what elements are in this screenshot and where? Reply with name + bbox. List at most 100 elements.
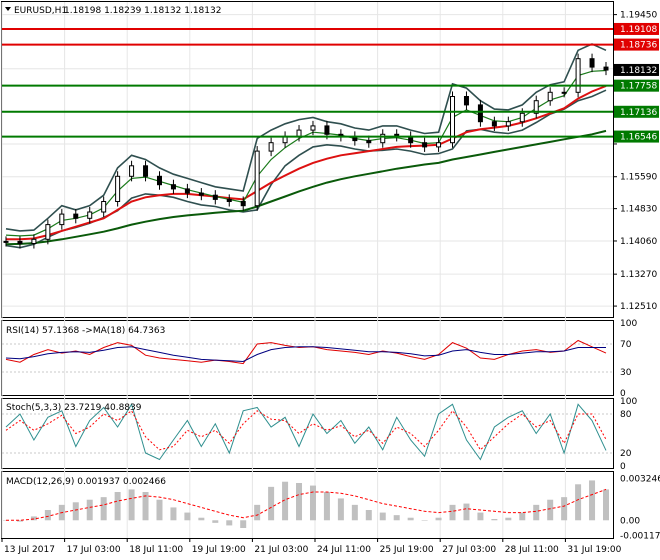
time-tick-label: 24 Jul 11:00	[317, 545, 371, 555]
level-tag	[614, 130, 659, 143]
macd-histogram-bar	[379, 512, 386, 521]
stoch-panel-frame[interactable]	[1, 398, 614, 469]
time-tick-label: 28 Jul 11:00	[505, 545, 559, 555]
level-tag	[614, 22, 659, 35]
candle-body	[3, 240, 9, 243]
macd-histogram-bar	[435, 517, 442, 521]
macd-histogram-bar	[421, 520, 428, 521]
rsi-tick-label: 70	[620, 340, 632, 350]
candle-body	[268, 142, 274, 152]
stoch-signal-line	[5, 409, 607, 451]
candle-body	[296, 129, 302, 137]
symbol-label: EURUSD,H1	[14, 6, 67, 16]
macd-histogram-bar	[44, 510, 51, 521]
macd-histogram-bar	[393, 515, 400, 521]
candle-body	[59, 213, 65, 226]
grid-lines	[1, 2, 613, 538]
candle-body	[519, 112, 525, 123]
macd-histogram-bar	[212, 520, 219, 523]
macd-histogram-bar	[240, 520, 247, 528]
time-tick-label: 21 Jul 03:00	[254, 545, 308, 555]
candle-body	[226, 198, 232, 202]
candle-body	[17, 240, 23, 244]
macd-indicator: 0.003246 0.00 -0.001174	[3, 475, 660, 541]
level-price-label: 1.19108	[620, 25, 657, 35]
macd-histogram-bar	[533, 504, 540, 521]
main-panel-frame[interactable]	[1, 1, 614, 318]
candle-body	[589, 58, 595, 68]
rsi-indicator: 100 70 30 0	[2, 319, 637, 399]
candle-body	[491, 121, 497, 127]
candle-body	[170, 184, 176, 190]
stochastic-indicator: 100 80 20 0	[2, 397, 637, 472]
price-tick-label: 1.19450	[620, 11, 657, 21]
rsi-tick-label: 100	[620, 319, 637, 329]
rsi-header: RSI(14) 57.1368 ->MA(18) 64.7363	[6, 326, 165, 336]
candle-body	[31, 238, 37, 245]
candle-body	[561, 91, 567, 94]
candle-body	[115, 175, 121, 203]
time-tick-label: 13 Jul 2017	[4, 545, 55, 555]
price-tick-label: 1.12510	[620, 302, 657, 312]
candle-body	[477, 104, 483, 123]
candle-body	[87, 211, 93, 219]
macd-histogram-bar	[575, 484, 582, 521]
macd-histogram-bar	[16, 520, 23, 522]
stoch-tick-label: 0	[620, 462, 626, 472]
stoch-header: Stoch(5,3,3) 23.7219 40.8839	[6, 403, 142, 413]
macd-histogram-bar	[547, 499, 554, 521]
stoch-main-line	[5, 403, 607, 461]
macd-histogram-bar	[268, 486, 275, 521]
time-tick-label: 31 Jul 19:00	[567, 545, 621, 555]
macd-tick-label: 0.00	[620, 516, 640, 526]
time-axis: 13 Jul 2017 17 Jul 03:00 18 Jul 11:00 19 Ju…	[1, 538, 622, 555]
macd-histogram-bar	[170, 507, 177, 521]
candle-body	[422, 142, 428, 148]
macd-histogram-bar	[282, 481, 289, 521]
candle-body	[310, 125, 316, 131]
macd-histogram-bar	[519, 512, 526, 521]
candle-body	[184, 188, 190, 194]
macd-histogram-bar	[184, 512, 191, 521]
macd-histogram-bar	[142, 492, 149, 521]
bollinger-upper-line	[5, 43, 607, 232]
stoch-tick-label: 80	[620, 410, 632, 420]
candle-body	[380, 133, 386, 144]
level-tag	[614, 38, 659, 51]
candle-body	[73, 213, 79, 219]
ohlc-values: 1.18198 1.18239 1.18132 1.18132	[64, 6, 221, 16]
candle-body	[547, 91, 553, 102]
price-levels: 1.19108 1.18736 1.17758 1.17136 1.16546 1.181…	[2, 22, 659, 143]
rsi-tick-label: 30	[620, 368, 632, 378]
candle-body	[603, 66, 609, 71]
macd-histogram-bar	[296, 483, 303, 521]
dropdown-triangle-icon[interactable]	[5, 7, 11, 11]
time-tick-label: 25 Jul 19:00	[380, 545, 434, 555]
price-tick-label: 1.14830	[620, 205, 657, 215]
macd-signal-line	[6, 488, 607, 521]
stoch-tick-label: 100	[620, 397, 637, 407]
time-tick-label: 19 Jul 19:00	[192, 545, 246, 555]
price-tick-label: 1.13270	[620, 270, 657, 280]
macd-histogram-bar	[323, 492, 330, 521]
candle-body	[101, 201, 107, 213]
candle-body	[575, 58, 581, 93]
rsi-tick-label: 0	[620, 389, 626, 399]
price-axis: 1.19450 1.15590 1.14830 1.14060 1.13270 1.125…	[613, 11, 657, 312]
time-tick-label: 18 Jul 11:00	[129, 545, 183, 555]
macd-histogram-bar	[254, 504, 261, 521]
symbol-header: EURUSD,H1 1.18198 1.18239 1.18132 1.1813…	[5, 6, 221, 16]
macd-histogram-bar	[365, 510, 372, 521]
ma-slow-line	[5, 129, 607, 246]
macd-tick-label: 0.003246	[620, 475, 660, 485]
macd-histogram-bar	[477, 512, 484, 521]
macd-histogram-bar	[491, 519, 498, 521]
current-price-label: 1.18132	[620, 66, 657, 76]
stoch-tick-label: 20	[620, 449, 632, 459]
price-tick-label: 1.15590	[620, 173, 657, 183]
rsi-panel-frame[interactable]	[1, 320, 614, 396]
macd-histogram-bar	[351, 504, 358, 521]
candle-body	[143, 165, 149, 177]
macd-histogram-bar	[30, 516, 37, 521]
